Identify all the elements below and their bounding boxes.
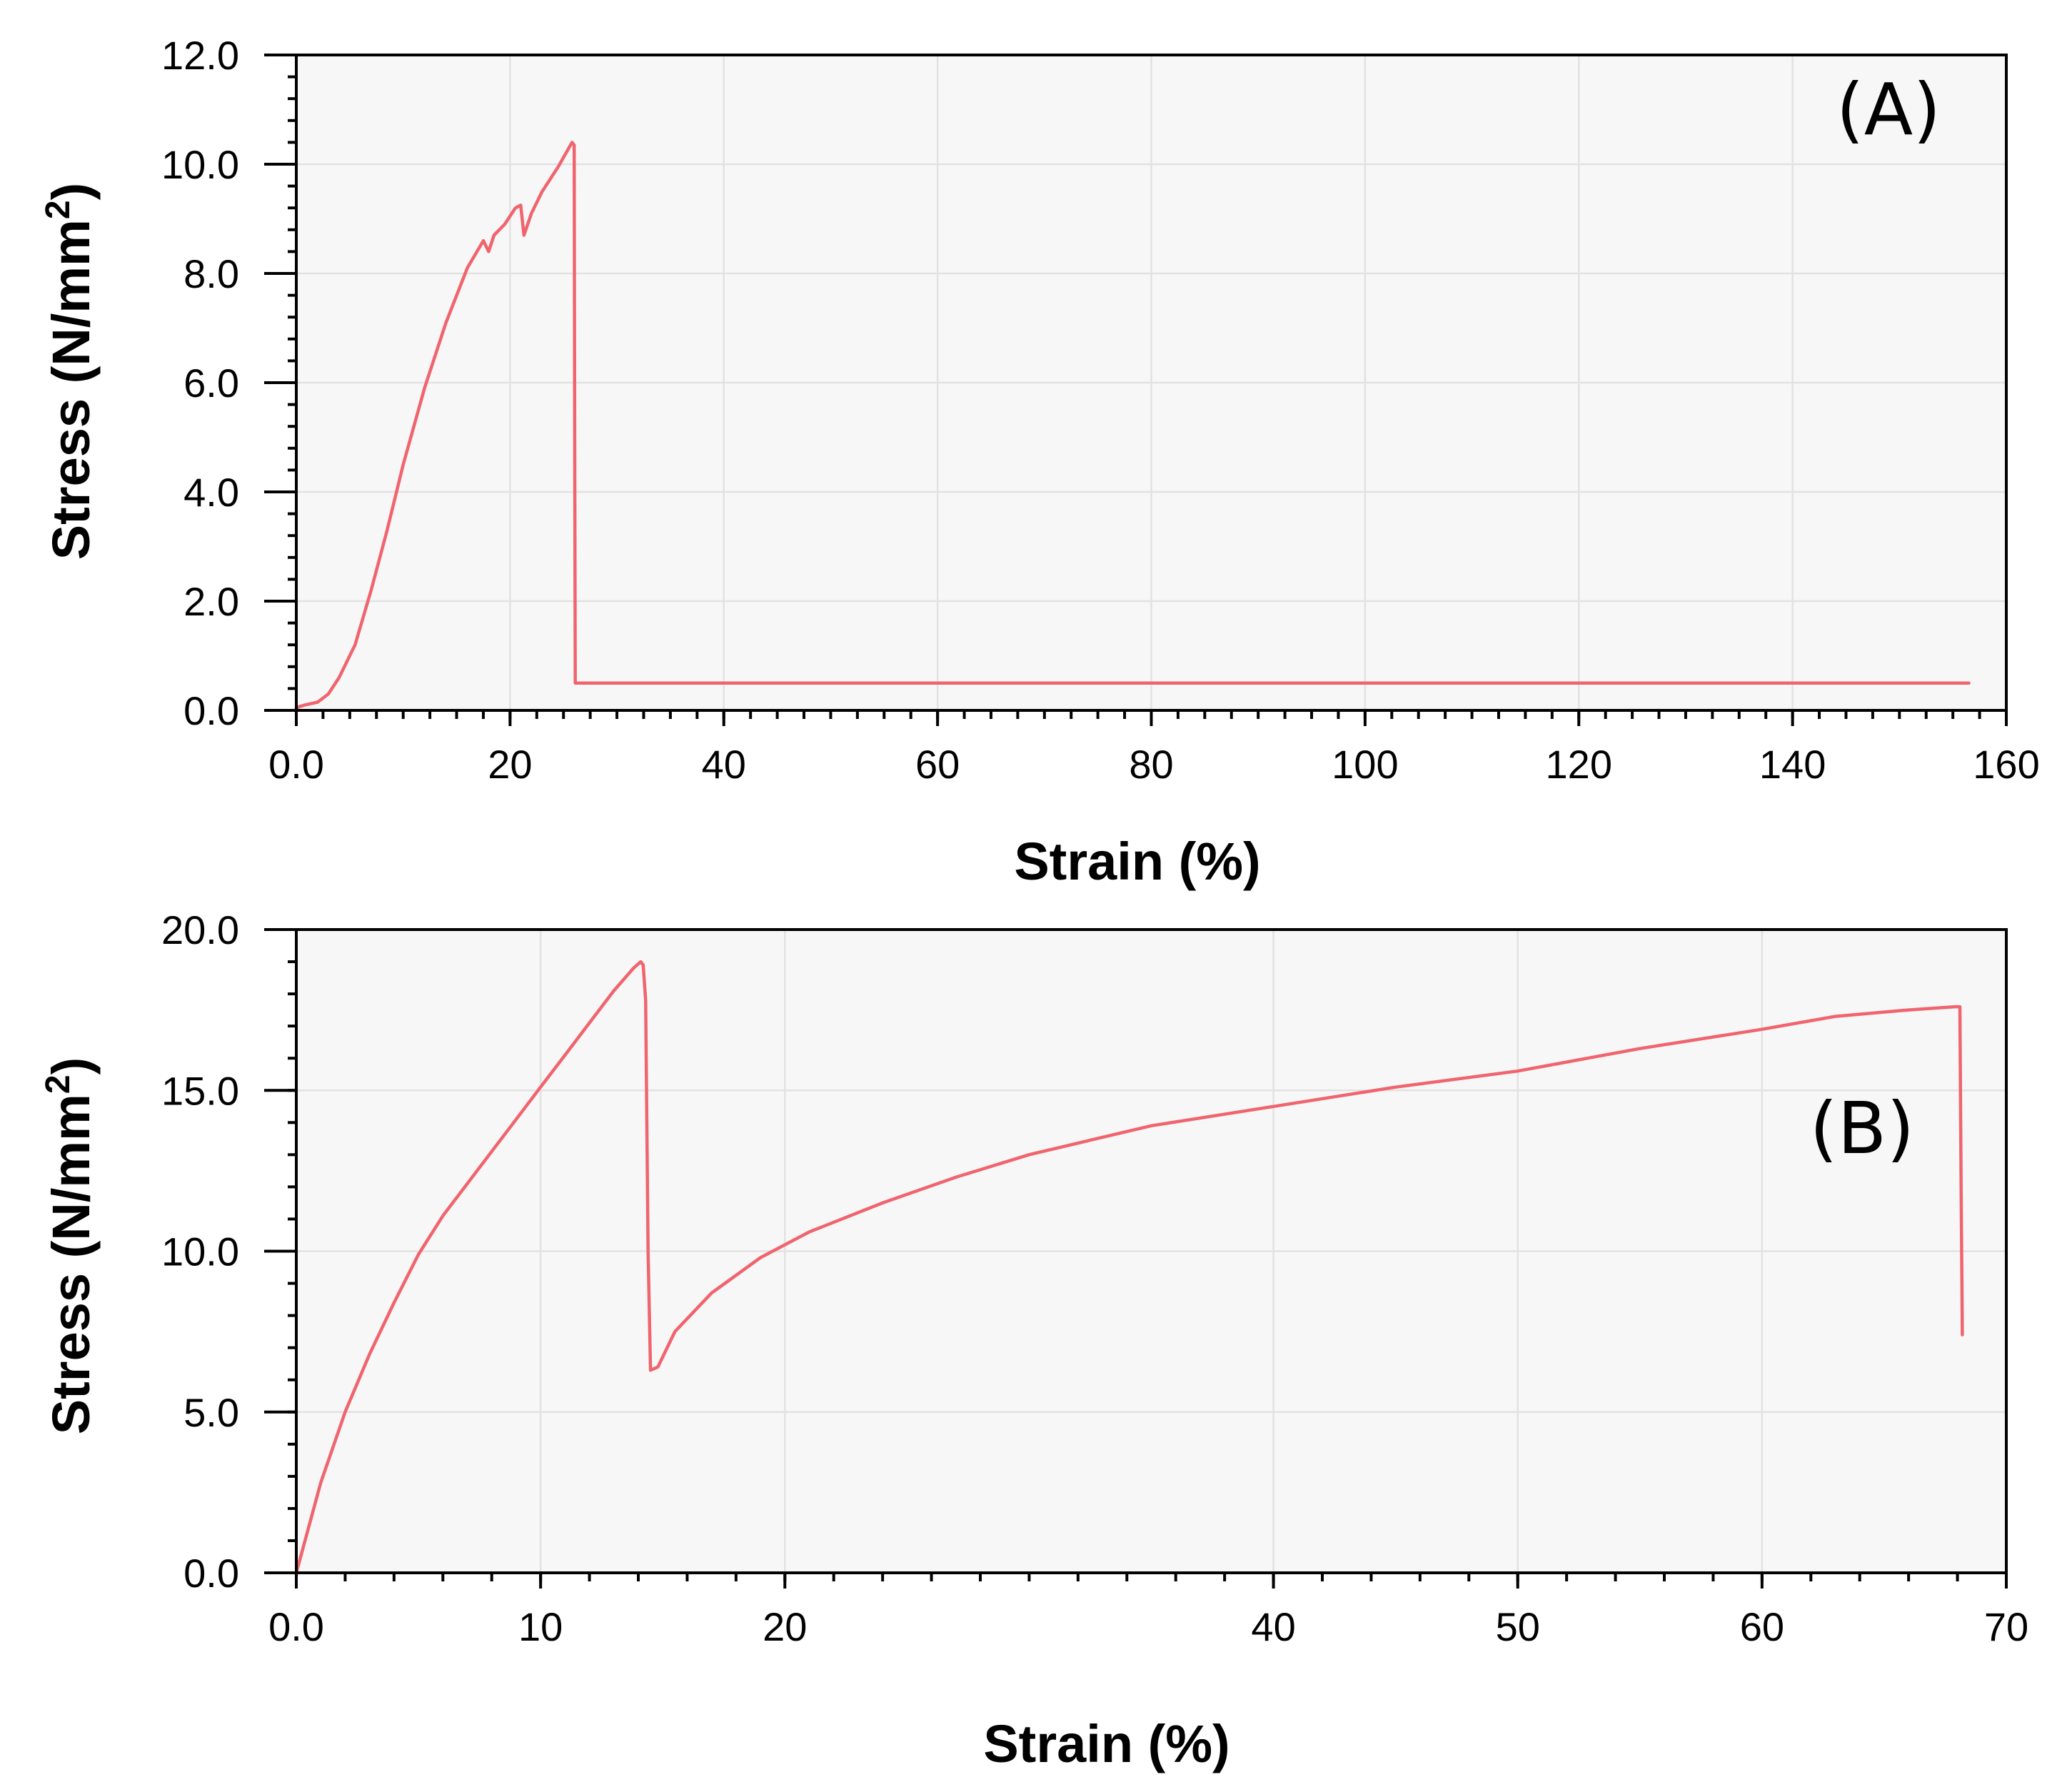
x-tick-label-b-1: 10 (518, 1604, 563, 1649)
chart-panel-b: 0.0 10 20 40 50 60 70 0.0 5.0 10.0 15.0 20.0 Strai… (39, 907, 2028, 1773)
x-tick-label-b-6: 70 (1984, 1604, 2028, 1649)
y-axis-title-b: Stress (N/mm2) (39, 1057, 101, 1434)
gridlines-b (296, 930, 2006, 1573)
x-tick-label-b-2: 20 (763, 1604, 807, 1649)
x-tick-label-a-5: 100 (1332, 742, 1398, 787)
x-axis-title-b: Strain (%) (983, 1714, 1229, 1773)
x-tick-label-a-2: 40 (702, 742, 746, 787)
x-tick-label-b-0: 0.0 (268, 1604, 324, 1649)
series-layer-b (294, 960, 1964, 1575)
y-tick-label-b-1: 5.0 (183, 1390, 239, 1435)
panel-label-b: (B) (1810, 1087, 1915, 1170)
y-tick-label-a-4: 8.0 (183, 251, 239, 296)
y-tick-label-a-1: 2.0 (183, 579, 239, 624)
y-tick-label-b-0: 0.0 (183, 1551, 239, 1596)
series-line-b-0 (294, 960, 1964, 1575)
x-tick-label-b-5: 60 (1740, 1604, 1784, 1649)
plot-frame-b (295, 928, 2008, 1574)
x-tick-label-b-3: 40 (1251, 1604, 1295, 1649)
gridlines-a (296, 55, 2006, 710)
y-tick-label-a-6: 12.0 (161, 33, 239, 78)
major-ticks-a (264, 54, 2008, 726)
x-tick-label-a-4: 80 (1129, 742, 1173, 787)
x-tick-label-a-8: 160 (1973, 742, 2039, 787)
x-axis-title-a: Strain (%) (1014, 832, 1260, 891)
y-tick-label-b-3: 15.0 (161, 1068, 239, 1113)
x-tick-label-a-0: 0.0 (268, 742, 324, 787)
major-ticks-b (264, 928, 2008, 1589)
y-tick-label-b-4: 20.0 (161, 907, 239, 952)
chart-panel-a: 0.0 20 40 60 80 100 120 140 160 0.0 2.0 4.0 6.0 8.0 1… (39, 33, 2040, 891)
series-line-a-0 (294, 141, 1971, 710)
y-tick-labels-b: 0.0 5.0 10.0 15.0 20.0 (161, 907, 239, 1596)
y-tick-label-a-0: 0.0 (183, 688, 239, 733)
y-tick-label-b-2: 10.0 (161, 1229, 239, 1274)
plot-frame-a (295, 54, 2008, 712)
y-axis-title-superscript-b: 2 (39, 1074, 77, 1094)
series-layer-a (294, 141, 1971, 710)
y-tick-label-a-2: 4.0 (183, 470, 239, 515)
x-tick-label-a-6: 120 (1546, 742, 1612, 787)
y-tick-label-a-3: 6.0 (183, 361, 239, 406)
x-tick-labels-a: 0.0 20 40 60 80 100 120 140 160 (268, 742, 2040, 787)
x-tick-labels-b: 0.0 10 20 40 50 60 70 (268, 1604, 2028, 1649)
x-tick-label-a-1: 20 (488, 742, 532, 787)
x-tick-label-b-4: 50 (1496, 1604, 1540, 1649)
y-tick-label-a-5: 10.0 (161, 142, 239, 187)
y-tick-labels-a: 0.0 2.0 4.0 6.0 8.0 10.0 12.0 (161, 33, 239, 733)
x-tick-label-a-7: 140 (1759, 742, 1826, 787)
panel-label-a: (A) (1836, 68, 1941, 151)
x-tick-label-a-3: 60 (915, 742, 960, 787)
y-axis-title-superscript-a: 2 (39, 200, 77, 219)
y-axis-title-a: Stress (N/mm2) (39, 183, 101, 560)
